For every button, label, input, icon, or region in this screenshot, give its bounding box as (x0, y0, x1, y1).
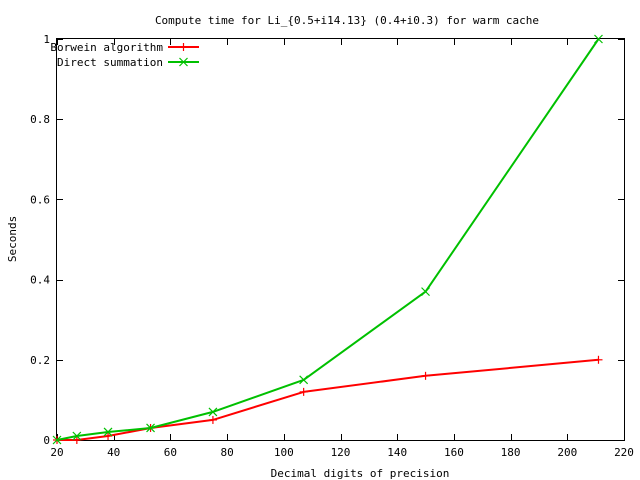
x-tick-label: 140 (387, 446, 407, 459)
data-point-borwein-algorithm (299, 387, 308, 396)
axis-ticks: 20 40 60 80 100 120 140 160 180 200 220 0 0.2 0.4 0.6 0… (30, 33, 634, 459)
data-point-direct-summation (421, 287, 430, 297)
chart-title: Compute time for Li_{0.5+i14.13} (0.4+i0… (155, 14, 539, 27)
data-point-direct-summation (594, 34, 603, 44)
y-tick-label: 1 (43, 33, 50, 46)
data-point-borwein-algorithm (72, 436, 81, 444)
plot-frame (56, 38, 625, 441)
legend-label-borwein-algorithm: Borwein algorithm (50, 41, 163, 54)
x-tick-label: 180 (501, 446, 521, 459)
x-tick-label: 160 (444, 446, 464, 459)
series-line-direct-summation (56, 38, 600, 441)
x-tick-label: 120 (331, 446, 351, 459)
x-axis-label: Decimal digits of precision (271, 467, 450, 480)
data-point-direct-summation (146, 423, 155, 433)
data-point-borwein-algorithm (104, 431, 113, 440)
x-tick-label: 80 (220, 446, 233, 459)
legend-marker-direct-summation (179, 57, 188, 67)
x-tick-label: 220 (614, 446, 634, 459)
y-tick-label: 0.4 (30, 274, 50, 287)
series-line-borwein-algorithm (57, 358, 599, 441)
x-tick-label: 200 (557, 446, 577, 459)
legend-label-direct-summation: Direct summation (57, 56, 163, 69)
x-tick-label: 40 (107, 446, 120, 459)
data-point-borwein-algorithm (208, 415, 217, 424)
data-point-direct-summation (103, 427, 113, 437)
y-tick-label: 0.2 (30, 354, 50, 367)
x-tick-label: 60 (164, 446, 177, 459)
x-tick-label: 20 (50, 446, 63, 459)
y-tick-label: 0.8 (30, 113, 50, 126)
legend: Borwein algorithm Direct summation (50, 41, 199, 69)
data-point-borwein-algorithm (594, 355, 603, 364)
series-group (52, 34, 603, 445)
data-point-direct-summation (208, 407, 218, 417)
data-point-direct-summation (52, 435, 62, 445)
x-tick-label: 100 (274, 446, 294, 459)
data-point-direct-summation (299, 375, 309, 385)
y-tick-label: 0 (43, 434, 50, 447)
y-axis-label: Seconds (6, 216, 19, 262)
y-tick-label: 0.6 (30, 193, 50, 206)
legend-marker-borwein-algorithm (179, 43, 188, 51)
data-point-borwein-algorithm (421, 371, 430, 380)
data-point-direct-summation (72, 431, 82, 441)
